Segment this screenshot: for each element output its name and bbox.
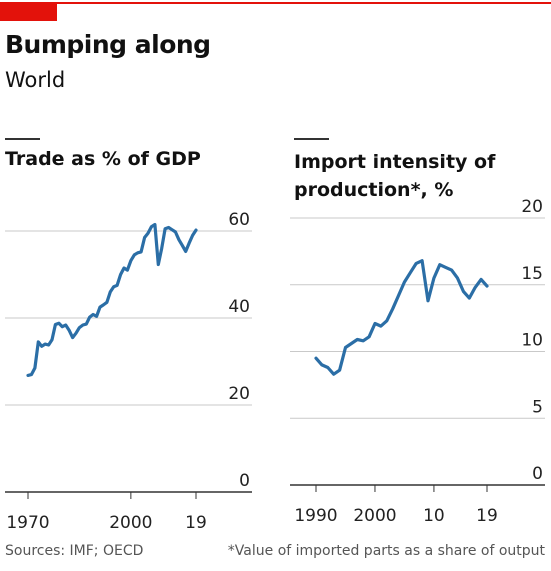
- line: [314, 259, 489, 376]
- x-tick-label: 10: [423, 506, 445, 526]
- y-tick-label: 60: [228, 210, 250, 230]
- panel-rule: [5, 138, 40, 140]
- y-tick-label: 0: [532, 464, 543, 484]
- x-tick-label: 1970: [6, 513, 49, 533]
- panel-rule: [294, 138, 329, 140]
- y-tick-label: 10: [521, 331, 543, 351]
- panel-title: Import intensity of production*, %: [294, 151, 496, 201]
- y-tick-label: 15: [521, 264, 543, 284]
- x-tick-label: 2000: [109, 513, 152, 533]
- line: [26, 222, 198, 377]
- y-tick-label: 20: [521, 197, 543, 217]
- x-tick-label: 19: [476, 506, 498, 526]
- y-tick-label: 0: [239, 471, 250, 491]
- y-tick-label: 40: [228, 297, 250, 317]
- subtitle: World: [5, 68, 66, 92]
- x-tick-label: 19: [185, 513, 207, 533]
- source: Sources: IMF; OECD: [5, 543, 144, 559]
- x-tick-label: 2000: [353, 506, 396, 526]
- title: Bumping along: [5, 30, 211, 59]
- panel-title: Trade as % of GDP: [5, 148, 201, 170]
- y-tick-label: 5: [532, 397, 543, 417]
- footnote: *Value of imported parts as a share of o…: [227, 543, 545, 559]
- red-tab: [0, 2, 57, 21]
- x-tick-label: 1990: [294, 506, 337, 526]
- red-rule: [0, 2, 551, 4]
- y-tick-label: 20: [228, 384, 250, 404]
